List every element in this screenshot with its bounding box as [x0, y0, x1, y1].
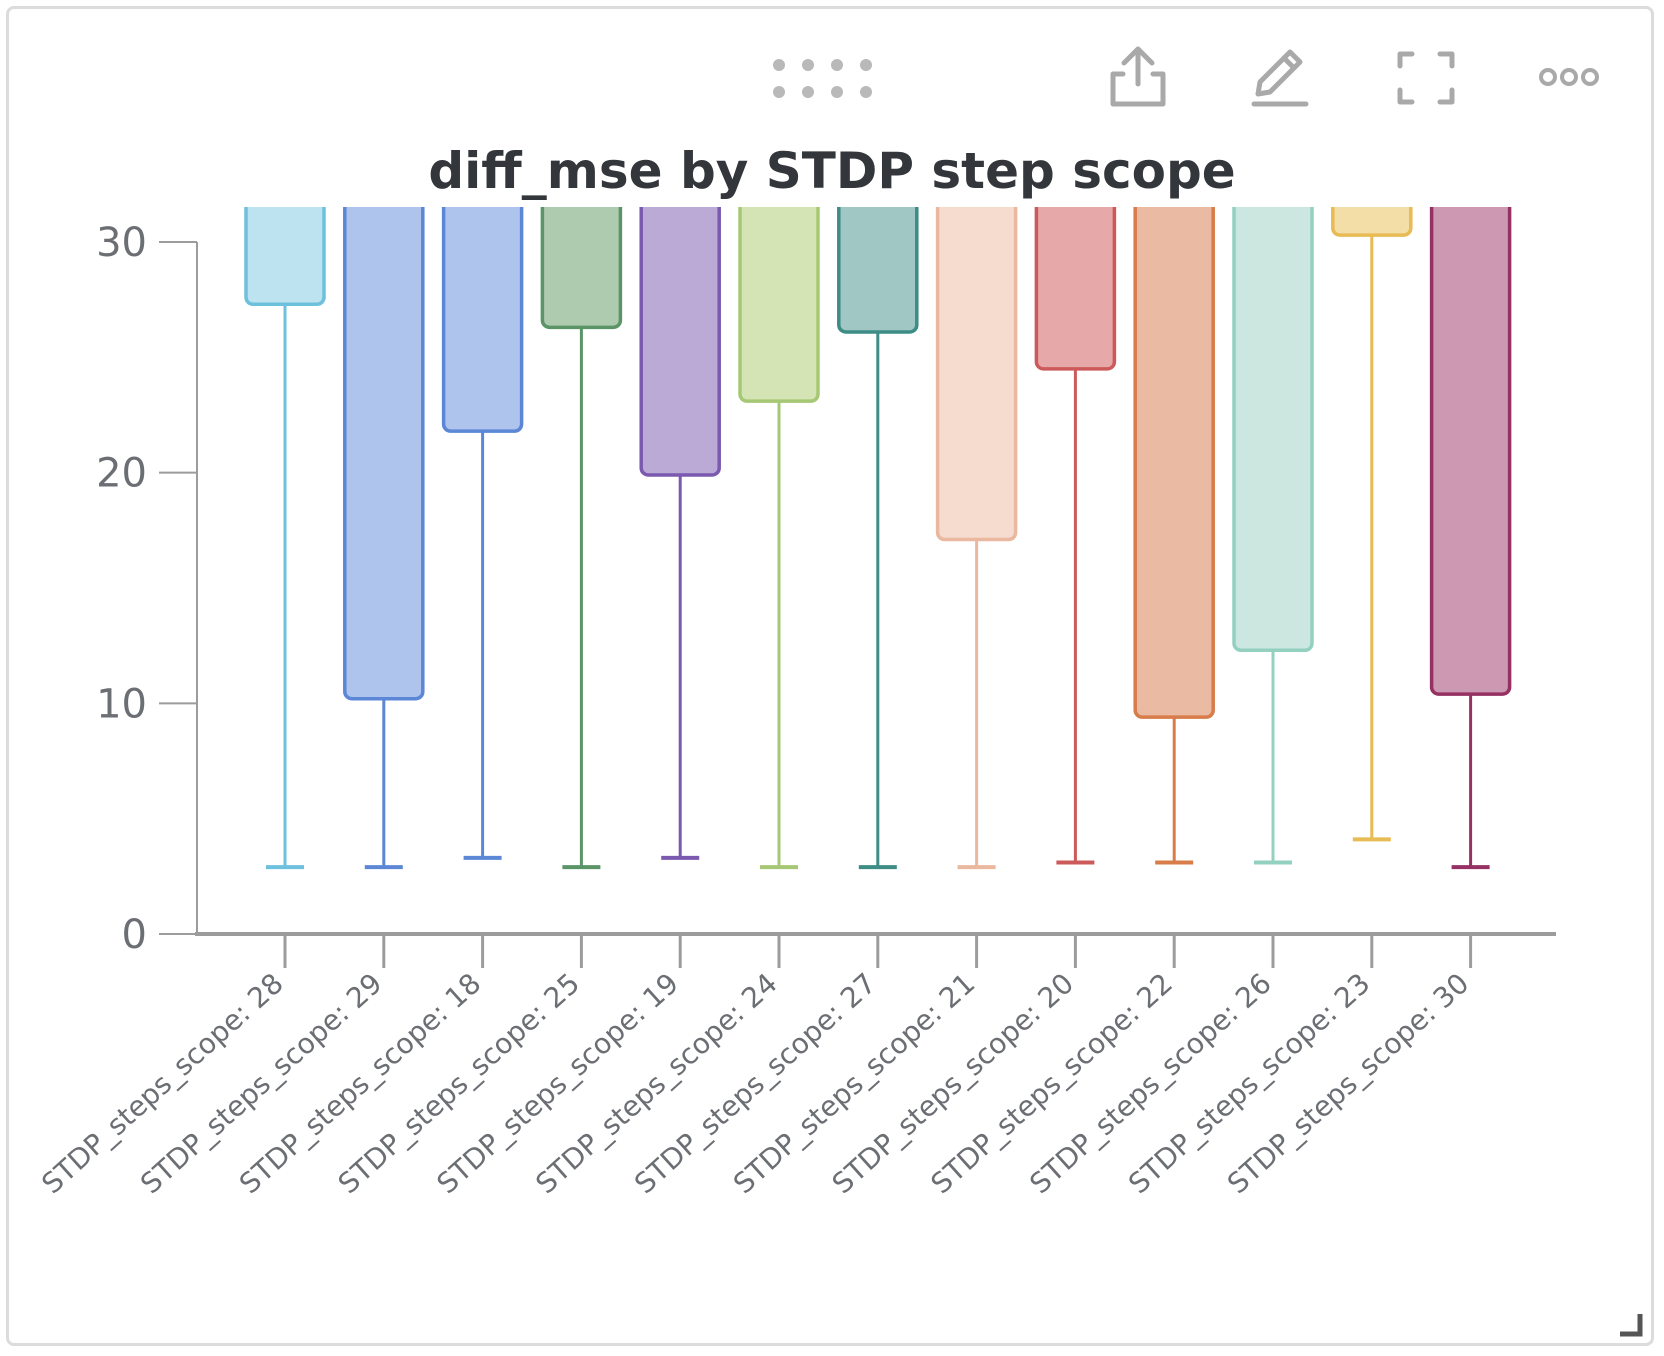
y-tick-label: 10: [96, 681, 147, 727]
box-group: [441, 207, 524, 860]
box-rect: [441, 207, 524, 433]
y-tick-label: 20: [96, 451, 147, 497]
box-group: [1232, 207, 1314, 865]
box-group: [1331, 207, 1413, 842]
box-rect: [244, 207, 326, 307]
y-tick-label: 0: [122, 912, 147, 958]
y-tick-label: 30: [96, 220, 147, 266]
box-group: [540, 207, 623, 870]
box-rect: [1133, 207, 1215, 719]
resize-handle-icon[interactable]: [1616, 1310, 1644, 1338]
drag-handle-icon[interactable]: [770, 54, 890, 102]
box-rect: [837, 207, 919, 334]
box-group: [1133, 207, 1215, 865]
box-group: [1034, 207, 1117, 865]
box-rect: [1232, 207, 1314, 653]
box-group: [935, 207, 1018, 870]
box-group: [343, 207, 425, 870]
export-icon[interactable]: [1106, 44, 1170, 110]
box-group: [1429, 207, 1512, 870]
box-rect: [343, 207, 425, 701]
box-rect: [540, 207, 623, 330]
box-rect: [1331, 207, 1413, 237]
box-rect: [1429, 207, 1512, 696]
box-rect: [639, 207, 721, 477]
box-rect: [1034, 207, 1117, 371]
box-group: [837, 207, 919, 870]
box-group: [244, 207, 326, 870]
chart-title: diff_mse by STDP step scope: [428, 142, 1235, 200]
box-group: [738, 207, 820, 870]
box-group: [639, 207, 721, 860]
box-rect: [935, 207, 1018, 542]
box-rect: [738, 207, 820, 403]
pencil-icon[interactable]: [1250, 44, 1312, 110]
more-options-icon[interactable]: [1538, 64, 1600, 90]
fullscreen-icon[interactable]: [1396, 50, 1456, 106]
